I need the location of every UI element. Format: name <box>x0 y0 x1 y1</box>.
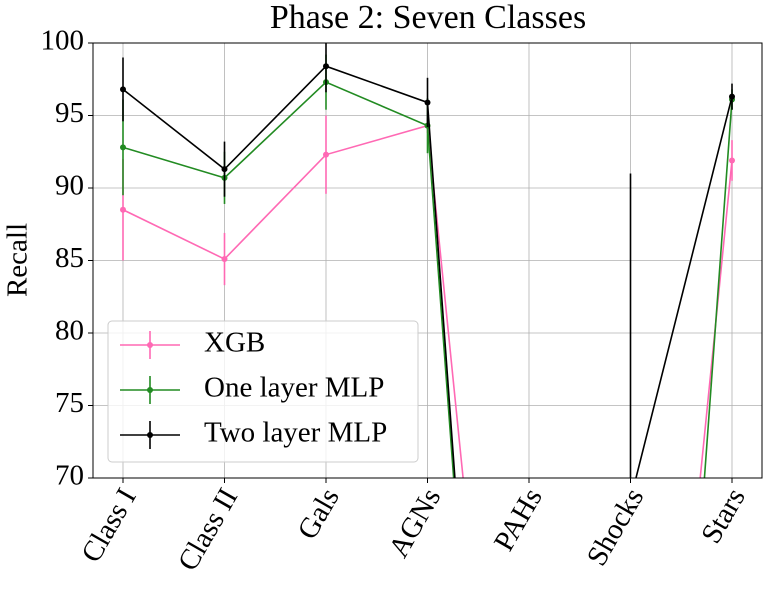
legend-label: XGB <box>204 327 265 359</box>
point <box>729 93 735 100</box>
x-tick-label: Shocks <box>581 483 651 572</box>
y-tick-label: 85 <box>55 242 84 274</box>
point <box>323 151 329 158</box>
point <box>424 99 431 106</box>
plot-area <box>120 43 735 478</box>
y-tick-label: 100 <box>41 25 85 57</box>
y-tick-label: 95 <box>55 97 84 129</box>
legend-marker <box>147 342 153 348</box>
point <box>120 86 126 93</box>
y-tick-label: 90 <box>55 170 84 202</box>
x-tick-label: PAHs <box>488 483 549 557</box>
legend-label: Two layer MLP <box>204 417 387 449</box>
point <box>729 157 735 164</box>
chart-title: Phase 2: Seven Classes <box>270 0 586 36</box>
y-tick-label: 70 <box>55 460 84 492</box>
y-tick-label: 80 <box>55 315 84 347</box>
x-tick-label: Gals <box>292 483 346 545</box>
legend: XGB One layer MLP Two layer MLP <box>107 320 419 463</box>
x-tick-label: Class II <box>172 483 244 576</box>
x-tick-label: AGNs <box>383 483 448 563</box>
y-tick-label: 75 <box>55 387 84 419</box>
point <box>323 63 329 70</box>
y-axis-label: Recall <box>2 223 34 297</box>
x-tick-label: Stars <box>695 483 752 549</box>
x-tick-label: Class I <box>75 483 143 568</box>
legend-label: One layer MLP <box>204 372 384 404</box>
legend-marker <box>147 387 153 393</box>
legend-marker <box>147 432 153 438</box>
point <box>120 206 126 213</box>
legend-box <box>107 320 419 463</box>
point <box>120 144 126 151</box>
point <box>221 256 228 263</box>
point <box>221 166 228 173</box>
